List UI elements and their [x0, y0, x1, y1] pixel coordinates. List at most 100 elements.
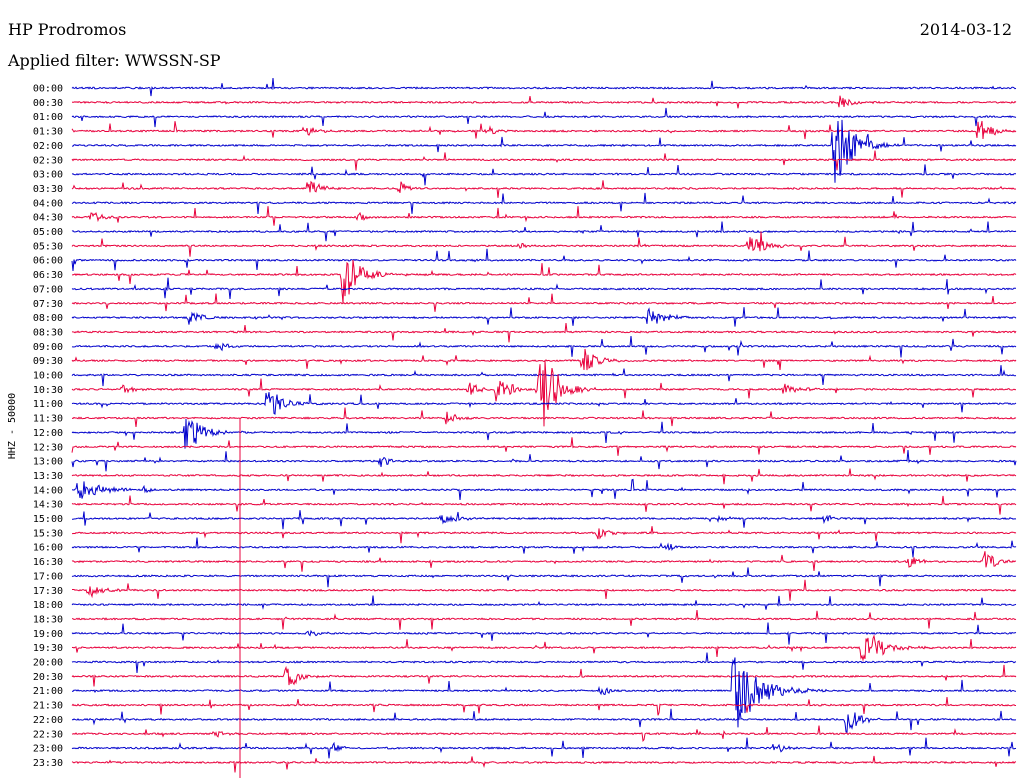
trace-line	[71, 206, 1017, 226]
row-time-label: 12:30	[33, 442, 63, 453]
row-time-label: 04:00	[33, 198, 63, 209]
trace-line	[71, 437, 1017, 456]
row-time-label: 23:00	[33, 744, 63, 755]
trace-line	[72, 526, 1017, 544]
row-time-label: 16:30	[33, 557, 63, 568]
row-time-label: 19:30	[33, 643, 63, 654]
row-time-label: 08:30	[33, 327, 63, 338]
trace-line	[71, 365, 1017, 387]
row-time-label: 20:30	[33, 672, 63, 683]
trace-line	[71, 610, 1017, 630]
row-time-label: 23:30	[33, 758, 63, 769]
trace-line	[72, 579, 1017, 601]
trace-line	[71, 348, 1017, 371]
row-time-label: 15:30	[33, 528, 63, 539]
trace-line	[71, 277, 1016, 300]
row-time-label: 17:30	[33, 586, 63, 597]
trace-line	[71, 495, 1017, 515]
row-time-label: 17:00	[33, 571, 63, 582]
row-time-label: 13:30	[33, 471, 63, 482]
trace-lines	[71, 78, 1017, 778]
row-time-label: 18:30	[33, 614, 63, 625]
row-time-label: 01:00	[33, 112, 63, 123]
row-time-label: 21:00	[33, 686, 63, 697]
trace-line	[71, 652, 1017, 673]
trace-line	[71, 595, 1017, 610]
row-time-label: 13:00	[33, 457, 63, 468]
trace-line	[71, 392, 1017, 415]
row-time-label: 03:00	[33, 170, 63, 181]
trace-line	[71, 450, 1017, 472]
row-time-label: 22:00	[33, 715, 63, 726]
trace-line	[71, 335, 1017, 358]
row-time-label: 09:00	[33, 342, 63, 353]
row-time-label: 04:30	[33, 213, 63, 224]
row-time-label: 07:30	[33, 299, 63, 310]
time-axis-labels: 00:00 00:30 01:00 01:30 02:00 02:30 03:00 03:30…	[33, 84, 63, 769]
trace-line	[71, 107, 1017, 128]
row-time-label: 18:00	[33, 600, 63, 611]
row-time-label: 12:00	[33, 428, 63, 439]
row-time-label: 20:00	[33, 658, 63, 669]
trace-line	[71, 293, 1017, 312]
trace-line	[71, 307, 1017, 327]
trace-line	[71, 150, 1017, 171]
trace-line	[71, 537, 1017, 558]
row-time-label: 16:00	[33, 543, 63, 554]
row-time-label: 10:00	[33, 371, 63, 382]
trace-line	[71, 78, 1017, 97]
trace-line	[71, 164, 1016, 186]
trace-line	[71, 95, 1017, 109]
trace-line	[71, 567, 1017, 588]
trace-line	[71, 697, 1016, 716]
row-time-label: 07:00	[33, 284, 63, 295]
trace-line	[71, 418, 1017, 449]
record-date: 2014-03-12	[919, 20, 1012, 39]
row-time-label: 08:00	[33, 313, 63, 324]
channel-axis-label: HHZ - 50000	[7, 393, 18, 459]
row-time-label: 06:30	[33, 270, 63, 281]
trace-line	[71, 664, 1017, 687]
row-time-label: 22:30	[33, 729, 63, 740]
trace-line	[71, 478, 1017, 500]
row-time-label: 10:30	[33, 385, 63, 396]
trace-line	[71, 551, 1017, 572]
row-time-label: 11:30	[33, 414, 63, 425]
row-time-label: 09:30	[33, 356, 63, 367]
trace-line	[71, 468, 1017, 485]
row-time-label: 15:00	[33, 514, 63, 525]
trace-line	[71, 737, 1017, 759]
row-time-label: 03:30	[33, 184, 63, 195]
trace-line	[71, 360, 1017, 427]
trace-line	[72, 259, 1017, 304]
row-time-label: 05:00	[33, 227, 63, 238]
trace-line	[71, 180, 1017, 198]
trace-line	[72, 119, 1017, 183]
row-time-label: 14:30	[33, 500, 63, 511]
trace-line	[71, 407, 1017, 428]
row-time-label: 01:30	[33, 127, 63, 138]
trace-line	[71, 120, 1017, 140]
row-time-label: 06:00	[33, 256, 63, 267]
row-time-label: 02:30	[33, 155, 63, 166]
row-time-label: 02:00	[33, 141, 63, 152]
applied-filter-label: Applied filter: WWSSN-SP	[8, 51, 221, 70]
row-time-label: 00:30	[33, 98, 63, 109]
row-time-label: 14:00	[33, 485, 63, 496]
trace-line	[71, 221, 1017, 242]
trace-line	[71, 248, 1017, 271]
row-time-label: 11:00	[33, 399, 63, 410]
trace-line	[71, 657, 1017, 728]
trace-line	[71, 231, 1017, 257]
row-time-label: 19:00	[33, 629, 63, 640]
trace-line	[71, 622, 1017, 645]
trace-line	[71, 634, 1017, 662]
trace-line	[72, 510, 1017, 530]
trace-line	[71, 708, 1017, 734]
row-time-label: 00:00	[33, 84, 63, 95]
trace-line	[71, 323, 1017, 343]
trace-line	[71, 755, 1017, 773]
row-time-label: 05:30	[33, 241, 63, 252]
trace-line	[71, 192, 1017, 214]
